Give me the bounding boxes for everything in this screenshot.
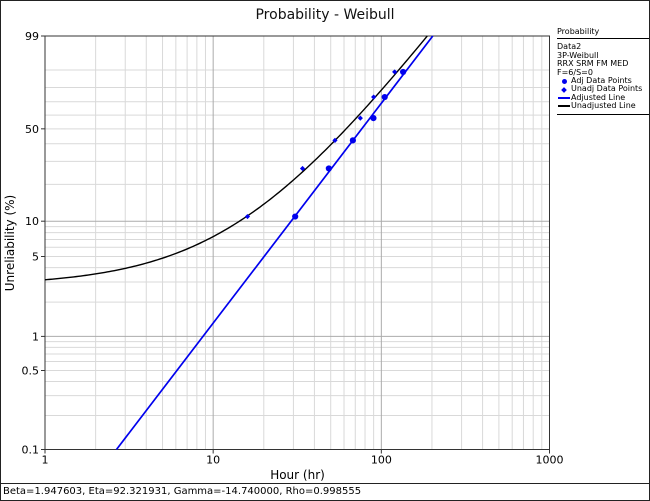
unadj-point-marker-icon <box>557 86 571 93</box>
svg-text:0.1: 0.1 <box>22 444 40 457</box>
legend-sample-counts: F=6/S=0 <box>557 67 593 77</box>
svg-text:1: 1 <box>42 454 49 467</box>
status-bar: Beta=1.947603, Eta=92.321931, Gamma=-14.… <box>1 483 649 500</box>
adjusted-line-marker-icon <box>557 97 571 99</box>
legend-dataset-name: Data2 <box>557 42 582 52</box>
legend-item-label: Adj Data Points <box>571 76 632 86</box>
legend-item-adjusted-line: Adjusted Line <box>557 92 649 102</box>
y-axis-title: Unreliability (%) <box>3 194 17 292</box>
svg-text:0.5: 0.5 <box>22 364 40 377</box>
plot-frame <box>44 35 550 450</box>
legend-header: Probability <box>557 27 649 40</box>
legend-item-adj-points: Adj Data Points <box>557 76 649 86</box>
legend-item-label: Unadjusted Line <box>571 101 636 111</box>
svg-text:1: 1 <box>32 330 39 343</box>
unadjusted-line-marker-icon <box>557 105 571 108</box>
svg-text:1000: 1000 <box>536 454 564 467</box>
y-tick-labels: 99 50 10 5 1 0.5 0.1 <box>22 30 40 457</box>
svg-text:100: 100 <box>371 454 392 467</box>
legend-item-unadj-points: Unadj Data Points <box>557 85 649 93</box>
svg-text:10: 10 <box>206 454 220 467</box>
svg-text:50: 50 <box>25 123 39 136</box>
axis-ticks <box>41 35 550 454</box>
adjusted-line <box>115 35 434 451</box>
y-axis-title-wrap: Unreliability (%) <box>1 36 19 450</box>
legend-distribution: 3P-Weibull <box>557 50 599 60</box>
chart-title: Probability - Weibull <box>255 7 395 23</box>
legend-body: Data2 3P-Weibull RRX SRM FM MED F=6/S=0 … <box>557 42 649 115</box>
legend-item-label: Unadj Data Points <box>571 84 643 94</box>
svg-text:5: 5 <box>32 250 39 263</box>
probability-plot-canvas: 1 10 100 1000 99 50 10 5 1 0.5 0.1 <box>22 30 564 467</box>
svg-text:10: 10 <box>25 215 39 228</box>
grid-minor <box>45 36 550 450</box>
legend-analysis-settings: RRX SRM FM MED <box>557 59 629 69</box>
unadj-data-points <box>244 69 398 220</box>
legend-item-unadjusted-line: Unadjusted Line <box>557 101 649 111</box>
adj-point-marker-icon <box>557 78 571 84</box>
unadjusted-line <box>44 35 428 281</box>
adj-data-points <box>292 68 407 220</box>
grid-major <box>45 36 550 450</box>
plot-legend: Probability Data2 3P-Weibull RRX SRM FM … <box>557 27 649 115</box>
svg-text:99: 99 <box>25 30 39 43</box>
x-axis-title: Hour (hr) <box>270 468 325 482</box>
legend-item-label: Adjusted Line <box>571 92 626 102</box>
x-tick-labels: 1 10 100 1000 <box>42 454 564 467</box>
